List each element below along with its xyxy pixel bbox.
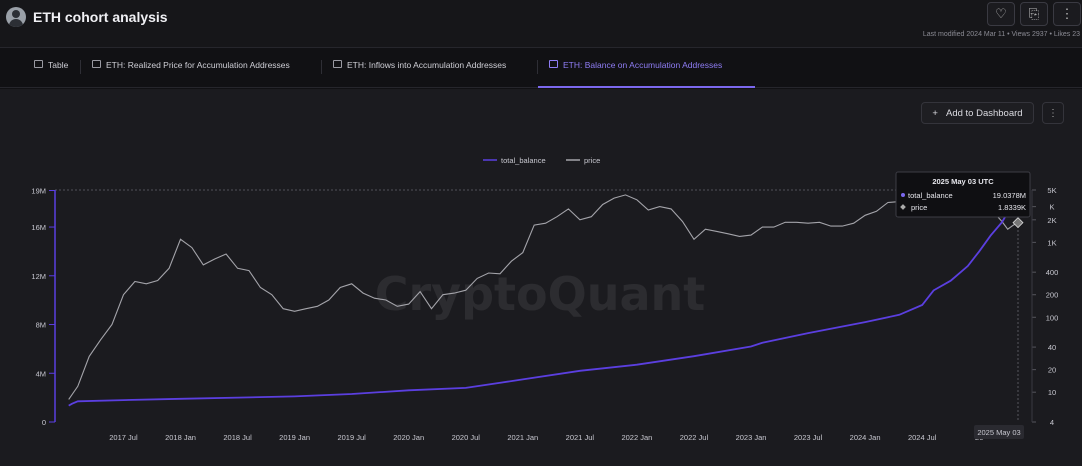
crosshair-date-text: 2025 May 03 bbox=[977, 428, 1020, 437]
page-meta: Last modified 2024 Mar 11 • Views 2937 •… bbox=[922, 31, 1080, 38]
chart-icon bbox=[92, 60, 101, 68]
add-to-dashboard-label: Add to Dashboard bbox=[945, 107, 1023, 119]
tab-label: ETH: Inflows into Accumulation Addresses bbox=[347, 60, 507, 70]
x-tick-label: 2023 Jan bbox=[736, 433, 767, 442]
left-tick-label: 8M bbox=[36, 321, 46, 330]
right-tick-label: 10 bbox=[1048, 388, 1056, 397]
price-point[interactable] bbox=[1012, 217, 1024, 229]
legend-total-balance[interactable]: total_balance bbox=[501, 156, 546, 165]
x-axis: 2017 Jul 2018 Jan 2018 Jul 2019 Jan 2019 Jul… bbox=[109, 433, 983, 442]
left-tick-label: 19M bbox=[31, 186, 46, 195]
chart-icon bbox=[333, 60, 342, 68]
x-tick-label: 2024 Jan bbox=[850, 433, 881, 442]
tooltip: 2025 May 03 UTC total_balance 19.0378M p… bbox=[895, 171, 1031, 218]
chart-more-button[interactable]: ⋮ bbox=[1042, 102, 1064, 124]
right-tick-label: 400 bbox=[1046, 268, 1059, 277]
tab-realized-price[interactable]: ETH: Realized Price for Accumulation Add… bbox=[92, 60, 290, 88]
left-tick-label: 0 bbox=[42, 418, 46, 427]
x-tick-label: 2021 Jul bbox=[566, 433, 595, 442]
tab-label: ETH: Balance on Accumulation Addresses bbox=[563, 60, 723, 70]
x-tick-label: 2022 Jan bbox=[621, 433, 652, 442]
watermark: CryptoQuant bbox=[375, 267, 706, 321]
tooltip-box bbox=[895, 171, 1031, 218]
bookmark-icon: ⎘ bbox=[1028, 6, 1040, 21]
tooltip-name-total-balance: total_balance bbox=[908, 191, 953, 200]
active-tab-indicator bbox=[538, 86, 755, 88]
tooltip-date: 2025 May 03 UTC bbox=[932, 177, 994, 186]
x-tick-label: 2018 Jul bbox=[223, 433, 252, 442]
tooltip-value-price: 1.8339K bbox=[998, 203, 1026, 212]
right-tick-label: 200 bbox=[1046, 291, 1059, 300]
crosshair-date-box bbox=[974, 425, 1024, 439]
like-button[interactable]: ♡ bbox=[987, 2, 1015, 26]
series-total-balance[interactable] bbox=[68, 189, 1019, 407]
right-tick-label: 4 bbox=[1050, 418, 1054, 427]
heart-icon: ♡ bbox=[995, 6, 1007, 21]
bookmark-button[interactable]: ⎘ bbox=[1020, 2, 1048, 26]
left-axis: 0 4M 8M 12M 16M 19M bbox=[31, 186, 55, 427]
x-tick-label: 2019 Jan bbox=[279, 433, 310, 442]
more-icon: ⋮ bbox=[1048, 107, 1058, 119]
x-tick-label: 2022 Jul bbox=[680, 433, 709, 442]
tab-bar: Table ETH: Realized Price for Accumulati… bbox=[0, 52, 1082, 88]
right-tick-label: 40 bbox=[1048, 343, 1056, 352]
x-tick-label: 2018 Jan bbox=[165, 433, 196, 442]
right-tick-label: K bbox=[1049, 203, 1054, 212]
tooltip-value-total-balance: 19.0378M bbox=[993, 191, 1026, 200]
tooltip-swatch-total-balance bbox=[901, 193, 905, 197]
plus-icon: + bbox=[932, 107, 938, 119]
tab-divider bbox=[80, 60, 81, 74]
right-tick-label: 20 bbox=[1048, 366, 1056, 375]
tab-label: Table bbox=[48, 60, 69, 70]
right-tick-label: 2K bbox=[1047, 216, 1056, 225]
avatar[interactable] bbox=[6, 7, 26, 27]
x-tick-label: 2017 Jul bbox=[109, 433, 138, 442]
add-to-dashboard-button[interactable]: + Add to Dashboard bbox=[921, 102, 1034, 124]
legend-price[interactable]: price bbox=[584, 156, 600, 165]
legend: total_balance price bbox=[483, 156, 600, 165]
right-axis: 4 10 20 40 100 200 400 1K 2K K 5K bbox=[1032, 186, 1058, 427]
tab-table[interactable]: Table bbox=[34, 60, 68, 88]
more-icon: ⋮ bbox=[1060, 6, 1074, 21]
x-tick-label: 2024 Jul bbox=[908, 433, 937, 442]
tab-balance[interactable]: ETH: Balance on Accumulation Addresses bbox=[549, 60, 722, 88]
left-tick-label: 16M bbox=[31, 223, 46, 232]
x-tick-label: 2021 Jan bbox=[507, 433, 538, 442]
x-tick-label: 2023 Jul bbox=[794, 433, 823, 442]
top-bar: ETH cohort analysis ♡ ⎘ ⋮ Last modified … bbox=[0, 0, 1082, 48]
right-tick-label: 1K bbox=[1047, 238, 1056, 247]
series-price[interactable] bbox=[68, 194, 1019, 400]
tab-divider bbox=[537, 60, 538, 74]
x-tick-label: 2019 Jul bbox=[337, 433, 366, 442]
table-icon bbox=[34, 60, 43, 68]
tab-inflows[interactable]: ETH: Inflows into Accumulation Addresses bbox=[333, 60, 506, 88]
tooltip-swatch-price bbox=[900, 204, 906, 210]
more-options-button[interactable]: ⋮ bbox=[1053, 2, 1081, 26]
page-title: ETH cohort analysis bbox=[33, 9, 168, 25]
left-tick-label: 4M bbox=[36, 369, 46, 378]
x-tick-label: 2020 Jul bbox=[452, 433, 481, 442]
chart-panel bbox=[0, 89, 1082, 466]
right-tick-label: 5K bbox=[1047, 186, 1056, 195]
tooltip-name-price: price bbox=[911, 203, 927, 212]
chart-icon bbox=[549, 60, 558, 68]
tab-divider bbox=[321, 60, 322, 74]
x-tick-label: 2020 Jan bbox=[393, 433, 424, 442]
right-tick-label: 100 bbox=[1046, 313, 1059, 322]
crosshair-date-label: 2025 May 03 bbox=[974, 425, 1024, 439]
left-tick-label: 12M bbox=[31, 272, 46, 281]
tab-label: ETH: Realized Price for Accumulation Add… bbox=[106, 60, 290, 70]
